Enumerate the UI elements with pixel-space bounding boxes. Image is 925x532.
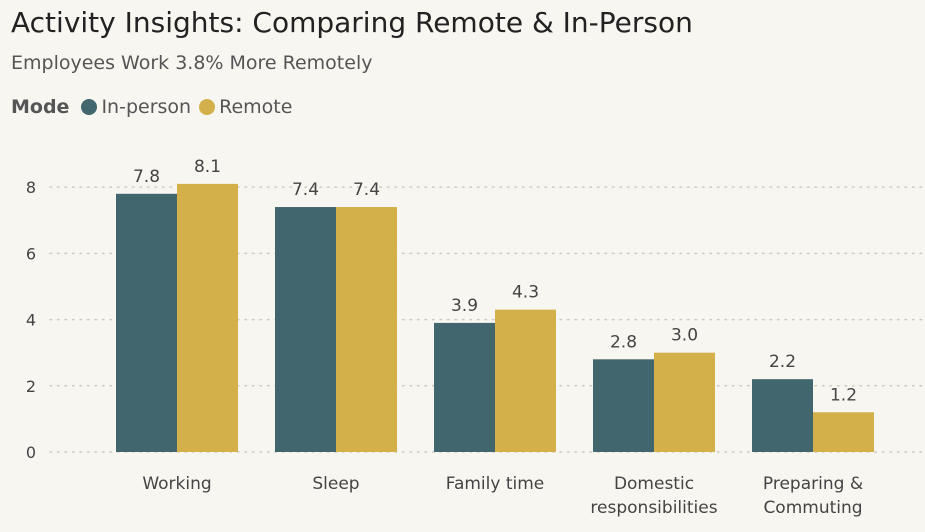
y-tick-label: 6 <box>26 244 36 263</box>
bar-in-person-3 <box>593 359 654 452</box>
bar-remote-0 <box>177 183 238 453</box>
y-tick-label: 4 <box>26 311 36 330</box>
value-label: 1.2 <box>830 385 857 405</box>
value-label: 2.2 <box>769 352 796 372</box>
category-label: Preparing & Commuting <box>763 474 863 518</box>
category-label-line: Sleep <box>312 474 359 494</box>
category-label: Domestic responsibilities <box>590 474 717 518</box>
bars <box>116 183 874 453</box>
bar-in-person-1 <box>275 207 336 452</box>
category-labels: Working Sleep Family time Domestic responsib… <box>142 474 863 518</box>
value-label: 2.8 <box>610 332 637 352</box>
category-label-line: responsibilities <box>590 498 717 518</box>
chart-title: Activity Insights: Comparing Remote & In… <box>11 6 693 39</box>
y-axis-ticks: 0 2 4 6 8 <box>26 178 36 462</box>
legend-title: Mode <box>11 96 70 118</box>
value-label: 7.4 <box>292 180 319 200</box>
bar-remote-1 <box>336 207 397 452</box>
y-tick-label: 8 <box>26 178 36 197</box>
value-label: 3.0 <box>671 326 698 346</box>
category-label: Working <box>142 474 211 494</box>
legend: Mode In-person Remote <box>11 96 300 118</box>
bar-remote-3 <box>654 352 715 452</box>
value-label: 8.1 <box>194 157 221 177</box>
legend-item-remote: Remote <box>199 96 292 118</box>
category-label: Sleep <box>312 474 359 494</box>
category-label-line: Working <box>142 474 211 494</box>
legend-label-remote: Remote <box>219 96 293 118</box>
legend-swatch-in-person <box>81 99 98 115</box>
value-label: 4.3 <box>512 283 539 303</box>
bar-remote-4 <box>813 412 874 452</box>
bar-in-person-2 <box>434 322 495 452</box>
value-labels: 7.8 8.1 7.4 7.4 3.9 4.3 2.8 3.0 2.2 1.2 <box>133 157 857 405</box>
category-label-line: Family time <box>446 474 545 494</box>
legend-label-in-person: In-person <box>101 96 192 118</box>
category-label-line: Domestic <box>614 474 694 494</box>
category-label: Family time <box>446 474 545 494</box>
bar-remote-2 <box>495 309 556 452</box>
legend-item-in-person: In-person <box>81 96 191 118</box>
bar-in-person-0 <box>116 193 177 453</box>
bar-in-person-4 <box>752 379 813 452</box>
legend-swatch-remote <box>199 99 216 115</box>
y-tick-label: 2 <box>26 377 36 396</box>
value-label: 3.9 <box>451 296 478 316</box>
chart-subtitle: Employees Work 3.8% More Remotely <box>11 52 373 74</box>
value-label: 7.4 <box>353 180 380 200</box>
value-label: 7.8 <box>133 167 160 187</box>
category-label-line: Preparing & <box>763 474 863 494</box>
y-tick-label: 0 <box>26 443 36 462</box>
category-label-line: Commuting <box>763 498 862 518</box>
